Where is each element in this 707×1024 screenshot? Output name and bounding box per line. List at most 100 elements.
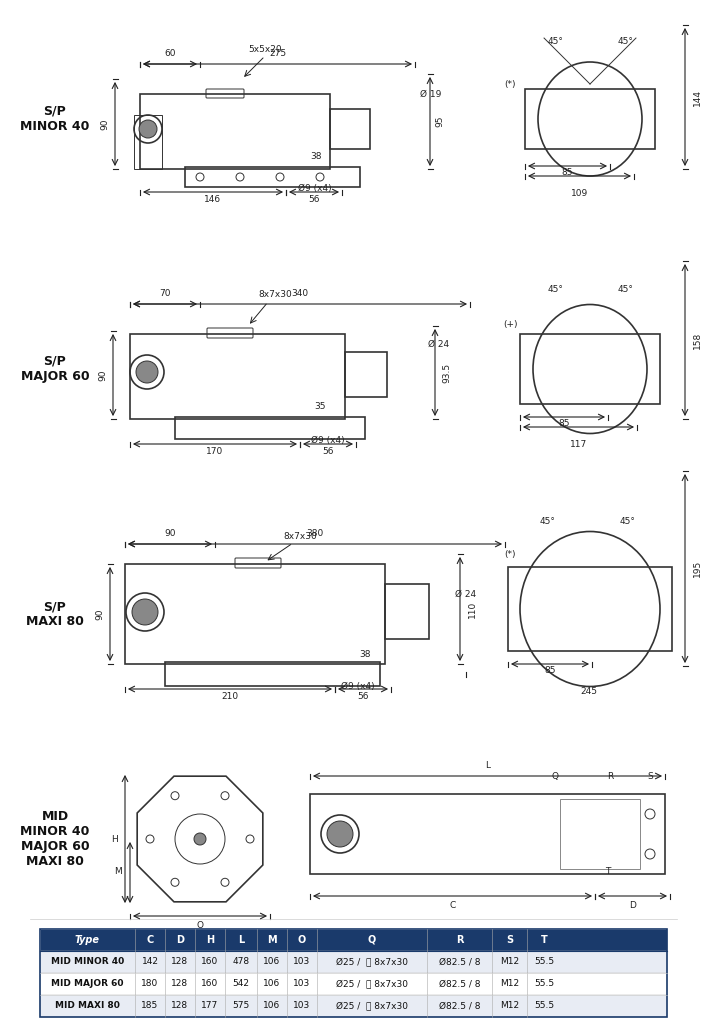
Text: MID
MINOR 40
MAJOR 60
MAXI 80: MID MINOR 40 MAJOR 60 MAXI 80 [21,810,90,868]
Text: S: S [506,935,513,945]
Text: Ø 19: Ø 19 [420,89,441,98]
Text: 180: 180 [141,980,158,988]
Bar [560,799,640,869]
Bar [130,334,345,419]
Text: MID MAJOR 60: MID MAJOR 60 [51,980,124,988]
Text: 8x7x30: 8x7x30 [258,290,292,299]
Text: Ø9 (x4): Ø9 (x4) [298,184,332,193]
Text: 110: 110 [467,600,477,617]
Text: 45°: 45° [547,37,563,46]
Text: O: O [197,921,204,930]
Text: 380: 380 [306,529,324,538]
Text: 158: 158 [692,332,701,348]
Text: Ø9 (x4): Ø9 (x4) [341,682,375,691]
Ellipse shape [327,821,353,847]
Text: D: D [176,935,184,945]
Text: 103: 103 [293,1001,310,1011]
Bar [508,567,672,651]
Text: 45°: 45° [617,37,633,46]
Text: 128: 128 [171,1001,189,1011]
Bar [40,929,667,951]
Text: 128: 128 [171,957,189,967]
Text: 128: 128 [171,980,189,988]
Bar [165,662,380,686]
Text: M: M [267,935,277,945]
Text: 45°: 45° [617,285,633,294]
Text: 70: 70 [159,289,171,298]
Text: 90: 90 [98,370,107,381]
Text: 160: 160 [201,957,218,967]
Bar [385,584,429,639]
Text: 55.5: 55.5 [534,980,554,988]
Text: 45°: 45° [620,517,636,526]
Ellipse shape [132,599,158,625]
Bar [330,109,370,150]
Bar [345,352,387,397]
Text: 245: 245 [580,687,597,696]
Text: 142: 142 [141,957,158,967]
Text: M12: M12 [500,1001,519,1011]
Text: 575: 575 [233,1001,250,1011]
Text: 177: 177 [201,1001,218,1011]
Text: 90: 90 [95,608,105,620]
Text: Ø 24: Ø 24 [455,590,476,598]
Text: R: R [456,935,463,945]
Bar [40,929,667,1017]
Text: Ø25 /  ⎕ 8x7x30: Ø25 / ⎕ 8x7x30 [336,1001,408,1011]
Text: Ø25 /  ⎕ 8x7x30: Ø25 / ⎕ 8x7x30 [336,957,408,967]
Text: (+): (+) [503,319,518,329]
Text: 56: 56 [357,692,369,701]
Text: 85: 85 [559,419,570,428]
Text: Q: Q [368,935,376,945]
Text: D: D [629,901,636,910]
Text: 109: 109 [571,189,588,198]
Ellipse shape [139,120,157,138]
Text: L: L [238,935,244,945]
Text: 38: 38 [359,650,370,659]
Text: 185: 185 [141,1001,158,1011]
Text: T: T [541,935,548,945]
Text: 146: 146 [204,195,221,204]
Bar [175,417,365,439]
Bar [310,794,665,874]
Text: 90: 90 [164,529,176,538]
Text: H: H [111,835,118,844]
Text: 170: 170 [206,447,223,456]
Text: M: M [115,867,122,877]
Text: 340: 340 [291,289,308,298]
Text: 56: 56 [308,195,320,204]
Text: Ø25 /  ⎕ 8x7x30: Ø25 / ⎕ 8x7x30 [336,980,408,988]
Bar [525,89,655,150]
Text: S: S [647,772,653,781]
Text: O: O [298,935,306,945]
Text: MID MAXI 80: MID MAXI 80 [55,1001,120,1011]
Text: 35: 35 [314,402,326,411]
Text: 95: 95 [436,116,445,127]
Text: M12: M12 [500,980,519,988]
Text: MID MINOR 40: MID MINOR 40 [51,957,124,967]
Text: 478: 478 [233,957,250,967]
Text: 542: 542 [233,980,250,988]
Text: 144: 144 [692,88,701,105]
Text: S/P
MAXI 80: S/P MAXI 80 [26,600,84,628]
Text: M12: M12 [500,957,519,967]
Text: L: L [485,761,490,770]
Text: 117: 117 [570,440,587,449]
Text: 106: 106 [264,980,281,988]
Text: S/P
MAJOR 60: S/P MAJOR 60 [21,355,89,383]
Text: T: T [605,867,611,876]
Bar [40,973,667,995]
Text: 85: 85 [562,168,573,177]
Text: 106: 106 [264,1001,281,1011]
Text: S/P
MINOR 40: S/P MINOR 40 [21,105,90,133]
Text: 56: 56 [322,447,334,456]
Text: 45°: 45° [547,285,563,294]
Text: 90: 90 [100,118,110,130]
Bar [134,115,162,169]
Text: Ø82.5 / 8: Ø82.5 / 8 [439,980,480,988]
Text: 45°: 45° [540,517,556,526]
Text: H: H [206,935,214,945]
Text: 210: 210 [221,692,238,701]
Text: 8x7x30: 8x7x30 [283,532,317,541]
Text: 38: 38 [310,152,322,161]
